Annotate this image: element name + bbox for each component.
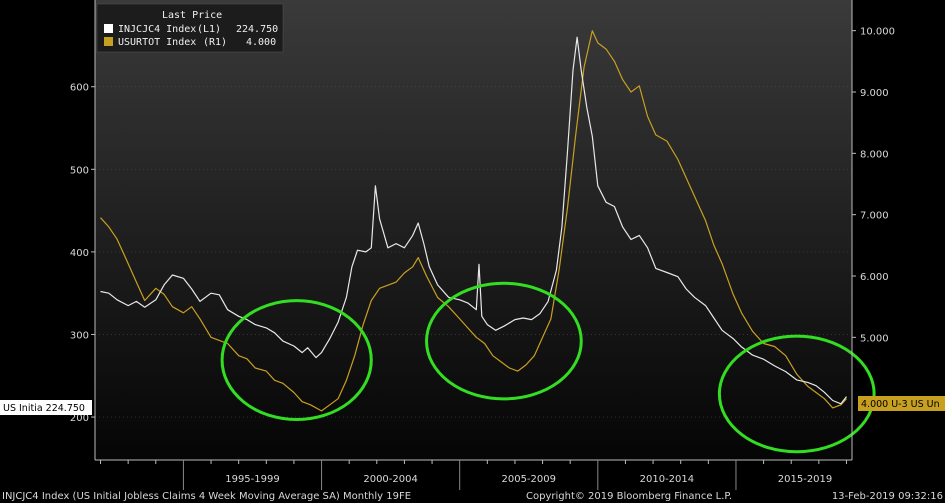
legend-header: Last Price (162, 10, 222, 21)
series-layer (100, 30, 847, 412)
right-tick-label: 9.000 (860, 88, 889, 99)
x-tick-label: 2005-2009 (501, 474, 556, 485)
right-tick-label: 5.000 (860, 333, 889, 344)
right-tag-text: 4.000 U-3 US Un (861, 399, 940, 410)
plot-background (95, 0, 852, 460)
legend-label-claims: INJCJC4 Index (118, 24, 196, 35)
left-tick-label: 600 (70, 83, 89, 94)
left-tag-box (0, 400, 92, 415)
legend-label-unemployment: USURTOT Index (118, 37, 196, 48)
footer-timestamp: 13-Feb-2019 09:32:16 (832, 491, 943, 502)
footer-description: INJCJC4 Index (US Initial Jobless Claims… (2, 491, 411, 502)
right-tick-label: 7.000 (860, 211, 889, 222)
left-last-value-tag: US Initia 224.750 (0, 400, 92, 415)
legend-swatch-unemployment (104, 37, 113, 46)
legend-value-claims: 224.750 (236, 24, 278, 35)
legend-value-unemployment: 4.000 (246, 37, 276, 48)
left-tick-label: 300 (70, 330, 89, 341)
right-tag-box (858, 396, 945, 411)
claims-series-line (100, 36, 847, 405)
x-axis: 1995-1999 2000-2004 2005-2009 2010-2014 2015… (95, 459, 852, 490)
left-tick-label: 200 (70, 413, 89, 424)
left-axis: 200 300 400 500 600 (70, 0, 96, 460)
right-tick-label: 8.000 (860, 149, 889, 160)
unemployment-series-line (100, 30, 847, 412)
footer: INJCJC4 Index (US Initial Jobless Claims… (2, 491, 943, 502)
legend: Last Price INJCJC4 Index (L1) 224.750 US… (96, 3, 284, 53)
legend-axis-claims: (L1) (197, 24, 221, 35)
x-tick-label: 1995-1999 (225, 474, 280, 485)
right-tick-label: 10.000 (860, 27, 895, 38)
x-tick-label: 2015-2019 (778, 474, 833, 485)
legend-axis-unemployment: (R1) (203, 37, 227, 48)
x-tick-label: 2000-2004 (363, 474, 418, 485)
right-tick-label: 6.000 (860, 272, 889, 283)
x-tick-label: 2010-2014 (640, 474, 695, 485)
left-tick-label: 500 (70, 165, 89, 176)
right-axis: 5.000 6.000 7.000 8.000 9.000 10.000 (851, 0, 895, 460)
left-tag-text: US Initia 224.750 (3, 403, 85, 414)
highlight-circle-2 (425, 281, 583, 401)
highlight-circle-1 (220, 299, 373, 422)
legend-swatch-claims (104, 24, 113, 33)
annotation-layer (220, 281, 876, 454)
left-tick-label: 400 (70, 248, 89, 259)
legend-box (96, 3, 284, 53)
footer-copyright: Copyright© 2019 Bloomberg Finance L.P. (526, 491, 732, 502)
highlight-circle-3 (717, 334, 876, 454)
right-last-value-tag: 4.000 U-3 US Un (858, 396, 945, 411)
